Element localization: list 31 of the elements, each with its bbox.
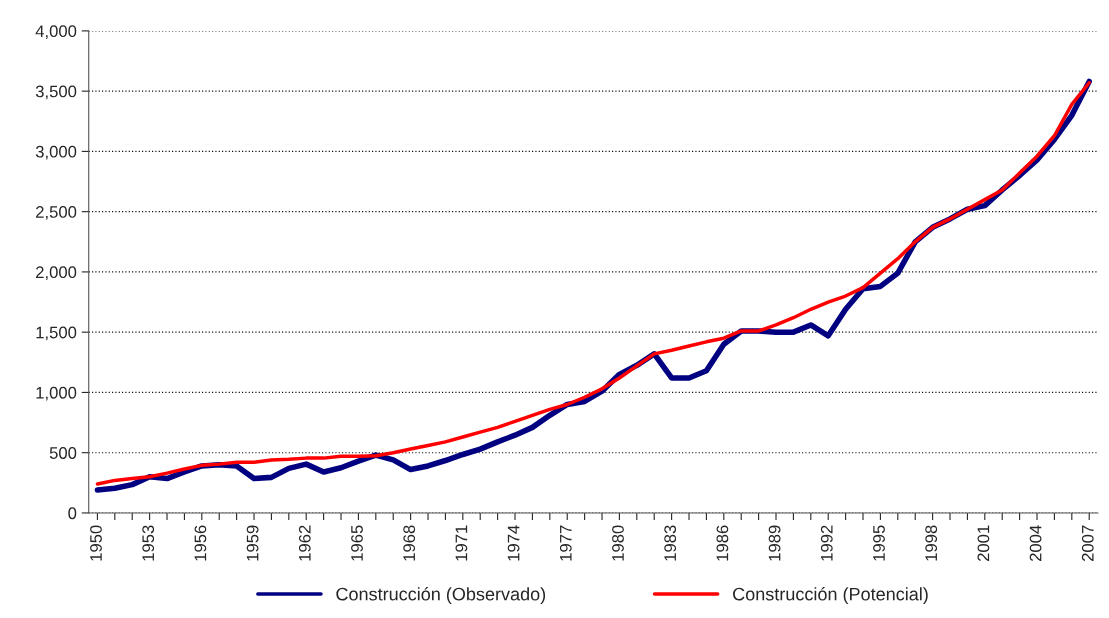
x-tick-label: 1974 (507, 525, 520, 561)
x-tick-label: 1959 (246, 525, 259, 561)
x-tick-label: 2001 (977, 525, 990, 561)
y-tick-label: 1,000 (36, 386, 77, 401)
x-tick-label: 1950 (90, 525, 102, 561)
x-tick-label: 1998 (925, 525, 938, 561)
x-tick-label: 2004 (1029, 525, 1042, 561)
x-tick-label: 1995 (873, 525, 885, 561)
x-tick-label: 1983 (664, 525, 677, 561)
x-tick-label: 1989 (768, 525, 781, 561)
legend-label: Construcción (Observado) (336, 587, 546, 605)
x-tick-label: 2007 (1081, 525, 1094, 561)
x-tick-label: 1956 (194, 525, 207, 561)
x-tick-label: 1986 (716, 525, 729, 561)
x-tick-label: 1953 (142, 525, 155, 561)
y-tick-label: 2,000 (36, 266, 77, 281)
y-tick-label: 4,000 (35, 25, 77, 40)
y-tick-label: 1,500 (36, 326, 77, 341)
x-tick-label: 1992 (820, 525, 833, 561)
y-tick-label: 2,500 (36, 206, 77, 220)
x-tick-label: 1977 (559, 525, 572, 561)
x-tick-label: 1968 (403, 525, 416, 561)
x-tick-label: 1962 (298, 525, 311, 561)
x-tick-label: 1980 (612, 525, 624, 561)
x-tick-label: 1965 (351, 525, 363, 561)
x-tick-label: 1971 (455, 525, 468, 561)
y-tick-label: 0 (68, 507, 77, 520)
y-tick-label: 3,500 (35, 85, 77, 100)
y-tick-label: 500 (49, 447, 77, 459)
y-tick-label: 3,000 (35, 145, 77, 160)
legend-label: Construcción (Potencial) (733, 587, 928, 605)
